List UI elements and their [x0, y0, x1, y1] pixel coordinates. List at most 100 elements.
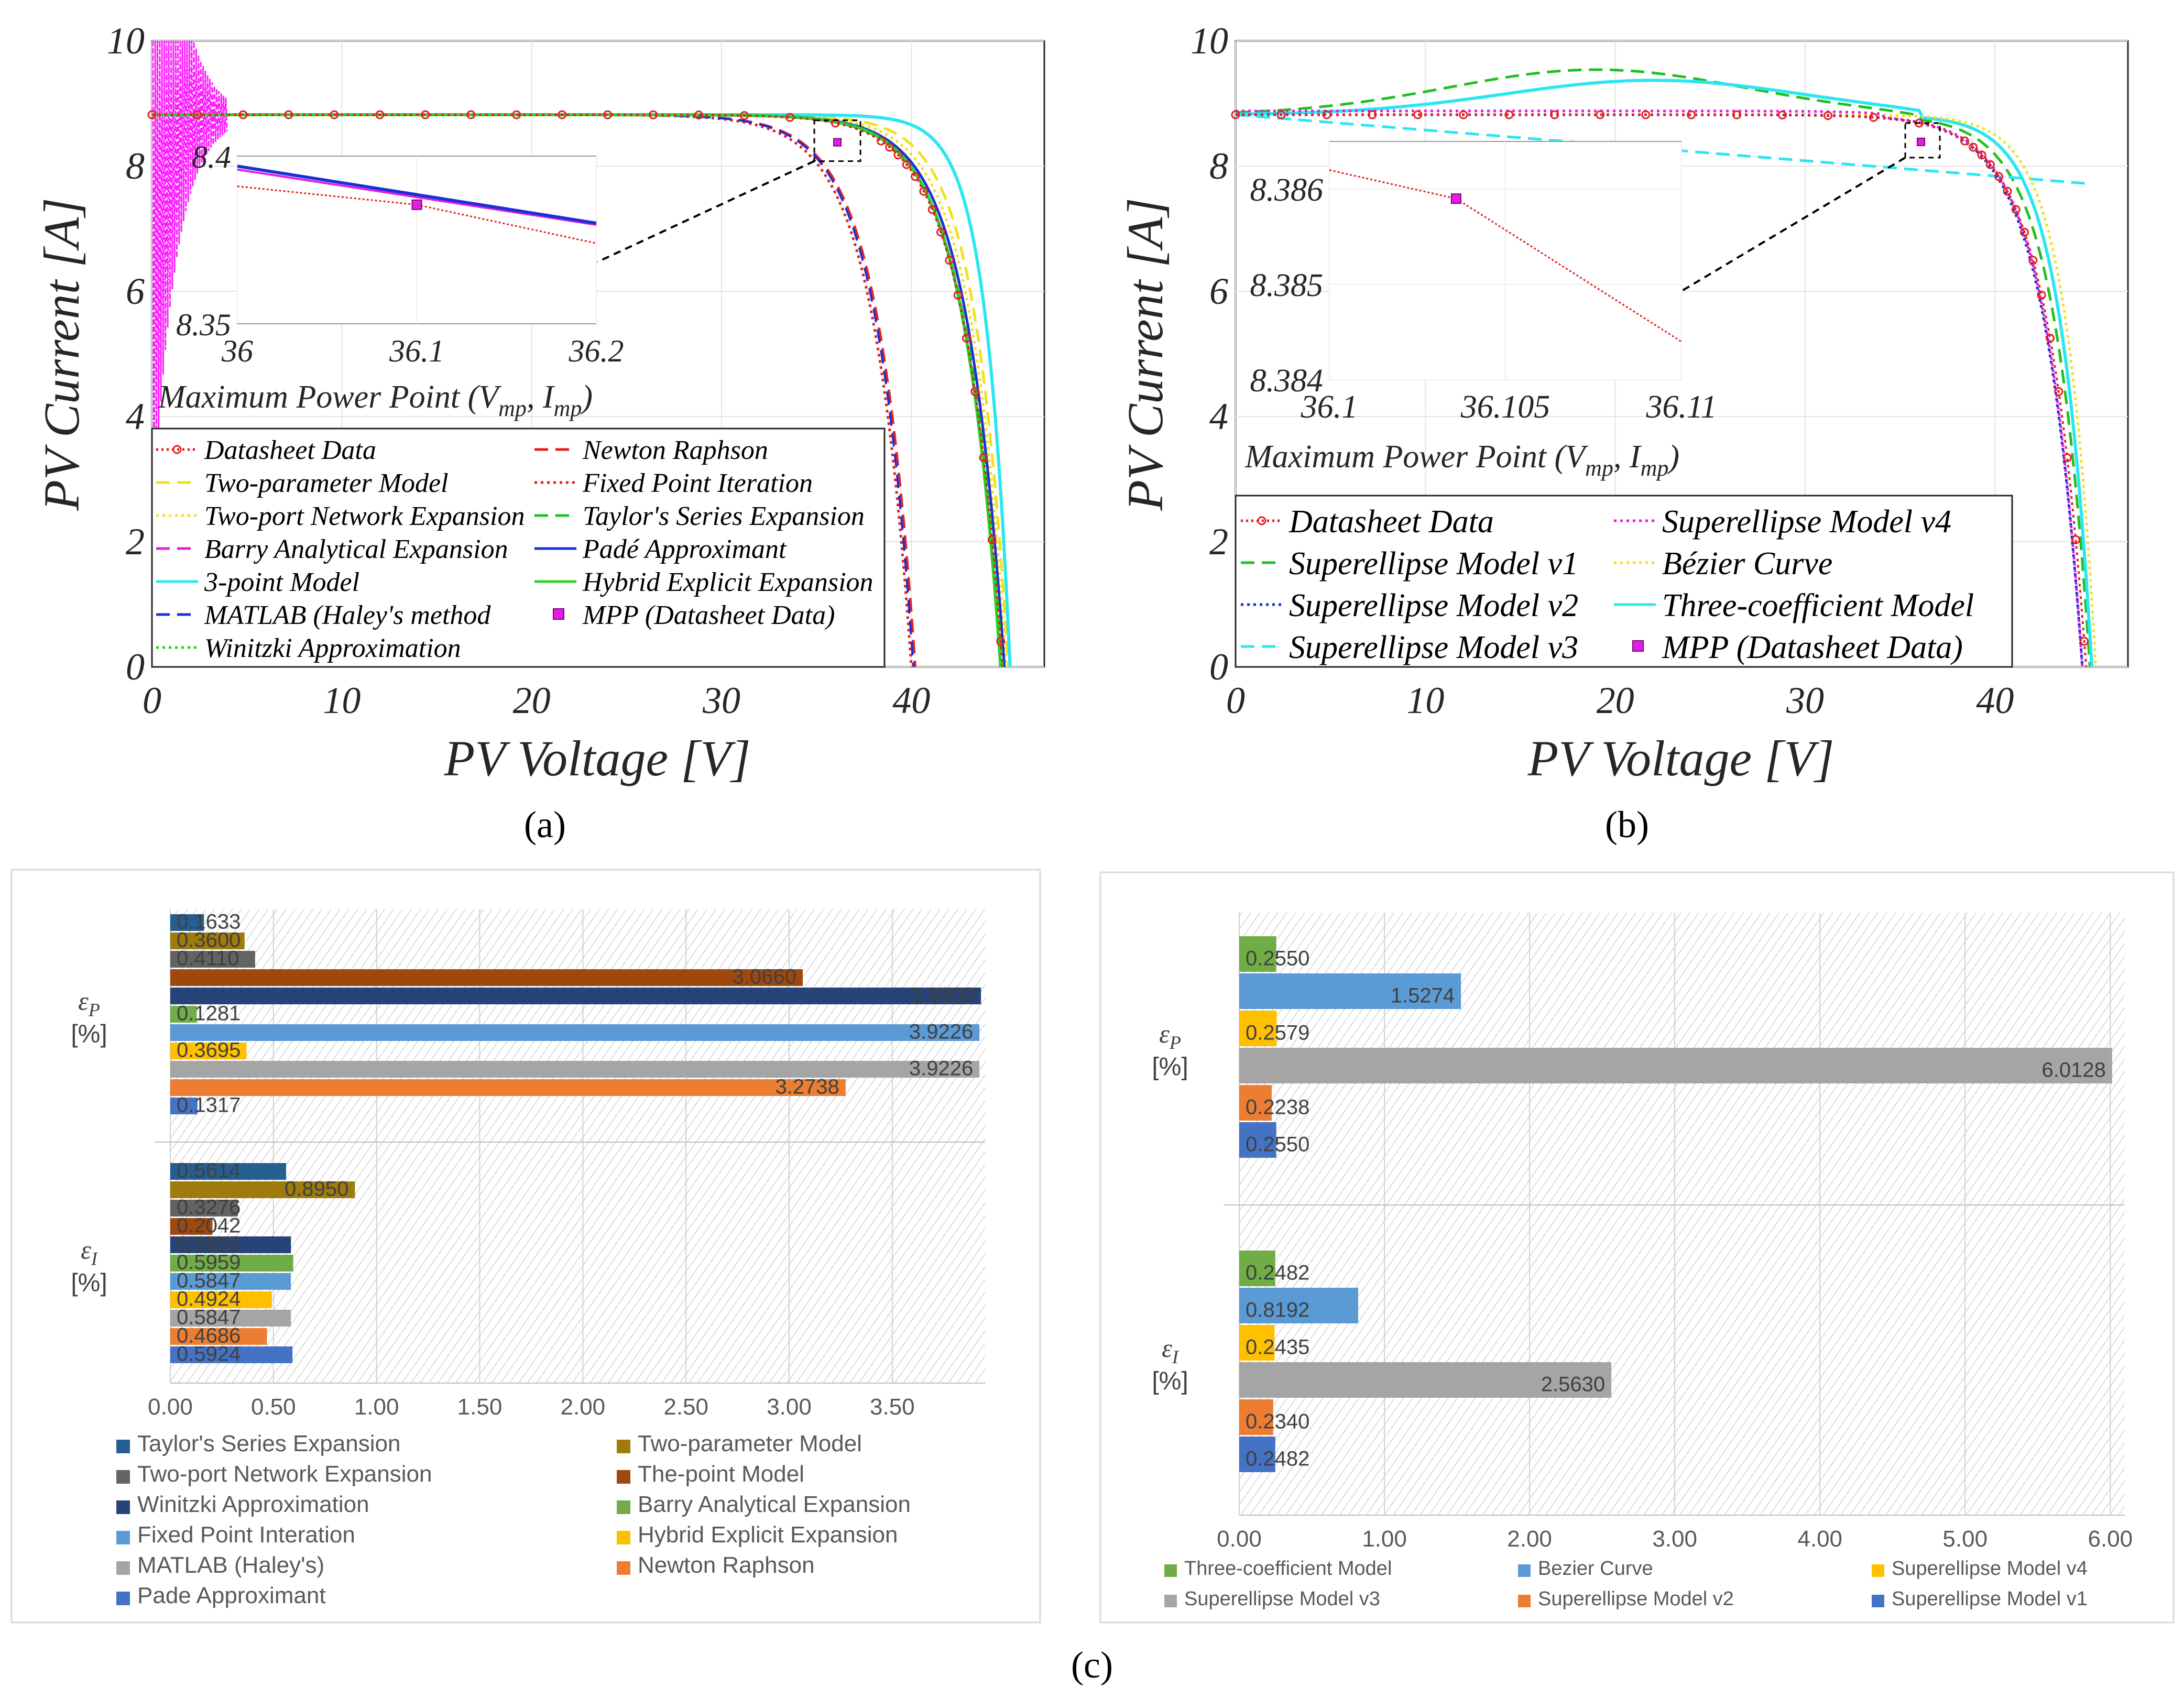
bar-value-label: 0.8950 — [285, 1177, 348, 1200]
legend-entry: Two-port Network Expansion — [137, 1461, 432, 1487]
legend-a-entry: Padé Approximant — [582, 534, 787, 564]
bar-ep — [1239, 973, 1461, 1009]
chart-b-legend: Datasheet Data Superellipse Model v1 Super… — [1235, 495, 2013, 668]
datasheet-marker — [996, 637, 1006, 646]
datasheet-marker — [893, 150, 903, 160]
inset-b-y-tick: 8.386 — [1250, 172, 1324, 208]
legend-b-entry: Superellipse Model v1 — [1289, 546, 1578, 582]
bar-ep — [170, 914, 204, 931]
legend-entry: Winitzki Approximation — [137, 1492, 369, 1517]
datasheet-marker — [603, 110, 613, 119]
group-label-sym: ε — [78, 986, 89, 1016]
datasheet-marker — [927, 205, 937, 214]
datasheet-marker-b — [1596, 110, 1605, 119]
legend-swatch — [1872, 1564, 1884, 1577]
group-label-sub: I — [1172, 1346, 1180, 1367]
legend-swatch — [116, 1531, 130, 1544]
x-tick-label: 30 — [1786, 679, 1824, 721]
datasheet-marker — [936, 227, 946, 237]
datasheet-marker — [375, 110, 385, 119]
bar-ei — [170, 1255, 293, 1271]
bar-ei — [1239, 1288, 1358, 1323]
datasheet-marker-b — [2045, 333, 2055, 343]
panel-c-caption: (c) — [1071, 1644, 1113, 1686]
datasheet-marker-b — [2011, 205, 2021, 214]
chart-b-ticks: 0 10 20 30 40 0 2 4 6 8 10 — [1191, 20, 2014, 721]
group-unit: [%] — [71, 1269, 107, 1297]
mpp-zoom-box — [813, 119, 861, 162]
y-tick-label: 0 — [126, 646, 145, 688]
bar-value-label: 0.2579 — [1246, 1021, 1309, 1044]
datasheet-marker — [740, 111, 749, 120]
y-tick-label: 4 — [1209, 396, 1228, 437]
superellipse-v1-curve — [1235, 68, 2091, 667]
legend-a-entry: Datasheet Data — [204, 435, 376, 465]
legend-entry: Superellipse Model v2 — [1538, 1588, 1734, 1610]
datasheet-marker-b — [2080, 637, 2089, 646]
y-tick-label: 6 — [1209, 270, 1228, 312]
x-tick-label: 20 — [1597, 679, 1634, 721]
legend-entry: Newton Raphson — [638, 1552, 815, 1578]
bar-ep — [1239, 936, 1276, 972]
legend-a-entry: Winitzki Approximation — [204, 633, 461, 663]
datasheet-marker-b — [1322, 110, 1331, 119]
bar-value-label: 0.2238 — [1246, 1095, 1309, 1119]
bar-ep — [170, 933, 245, 949]
datasheet-marker — [953, 290, 963, 300]
chart-a-ylabel: PV Current [A] — [34, 198, 90, 511]
bar-value-label: 0.8192 — [1246, 1298, 1309, 1321]
group-label: εI — [81, 1235, 99, 1269]
datasheet-marker-b — [1977, 150, 1986, 160]
datasheet-marker — [330, 110, 339, 119]
legend-swatch — [617, 1440, 630, 1453]
bar-ei — [1239, 1251, 1275, 1286]
chart-a-panel-label: (a) — [524, 804, 566, 846]
two-port-curve — [152, 113, 1008, 667]
legend-a-entry: Taylor's Series Expansion — [583, 501, 865, 531]
legend-swatch — [116, 1440, 130, 1453]
bar-value-label: 0.1633 — [177, 910, 241, 933]
datasheet-marker-b — [2071, 535, 2080, 544]
bar-ei — [170, 1346, 293, 1363]
legend-entry: Superellipse Model v3 — [1184, 1588, 1380, 1610]
legend-marker — [172, 445, 182, 454]
legend-swatch — [1518, 1595, 1531, 1607]
datasheet-marker — [147, 110, 157, 119]
chart-b-panel-label: (b) — [1605, 804, 1649, 846]
bar-x-tick: 5.00 — [1942, 1526, 1988, 1552]
bar-value-label: 0.4924 — [177, 1287, 241, 1310]
bar-x-tick: 2.00 — [561, 1394, 606, 1420]
datasheet-marker — [284, 110, 293, 119]
inset-a-title: Maximum Power Point (Vmp, Imp) — [158, 379, 593, 421]
datasheet-marker — [193, 110, 202, 119]
bar-ei — [170, 1236, 291, 1253]
bar-x-tick: 2.50 — [663, 1394, 708, 1420]
datasheet-marker-b — [1778, 111, 1787, 120]
y-tick-label: 10 — [107, 20, 145, 62]
legend-b-entry: Three-coefficient Model — [1662, 588, 1974, 623]
hybrid-curve — [152, 113, 1002, 667]
legend-a-box — [151, 428, 886, 668]
legend-a-entry: MATLAB (Haley's method — [204, 600, 491, 630]
group-unit: [%] — [71, 1021, 107, 1048]
legend-a-entry: Hybrid Explicit Expansion — [582, 567, 873, 597]
legend-swatch — [116, 1500, 130, 1514]
datasheet-marker — [911, 172, 920, 181]
legend-marker — [553, 608, 564, 620]
legend-b-entry: Superellipse Model v2 — [1289, 588, 1578, 623]
y-tick-label: 8 — [1209, 145, 1228, 187]
chart-c-right-legend: Three-coefficient Model Bezier Curve Super… — [1164, 1558, 2088, 1610]
inset-b-title-part: mp — [1641, 455, 1669, 481]
datasheet-marker-b — [1960, 136, 1969, 146]
chart-panel-c-right: 0.00 1.00 2.00 3.00 4.00 5.00 6.00 0.2550 1.5274… — [1099, 871, 2175, 1624]
group-label-sym: ε — [81, 1235, 91, 1265]
bar-value-label: 0.5847 — [177, 1306, 241, 1329]
bar-value-label: 3.2738 — [775, 1075, 839, 1098]
bar-value-label: 0.5614 — [177, 1159, 241, 1182]
bar-ep — [170, 1024, 980, 1041]
bar-value-label: 3.9226 — [909, 1057, 973, 1080]
legend-swatch — [1164, 1564, 1177, 1577]
legend-swatch — [116, 1561, 130, 1575]
bar-ei — [170, 1291, 272, 1308]
legend-a-entry: Fixed Point Iteration — [582, 468, 813, 498]
